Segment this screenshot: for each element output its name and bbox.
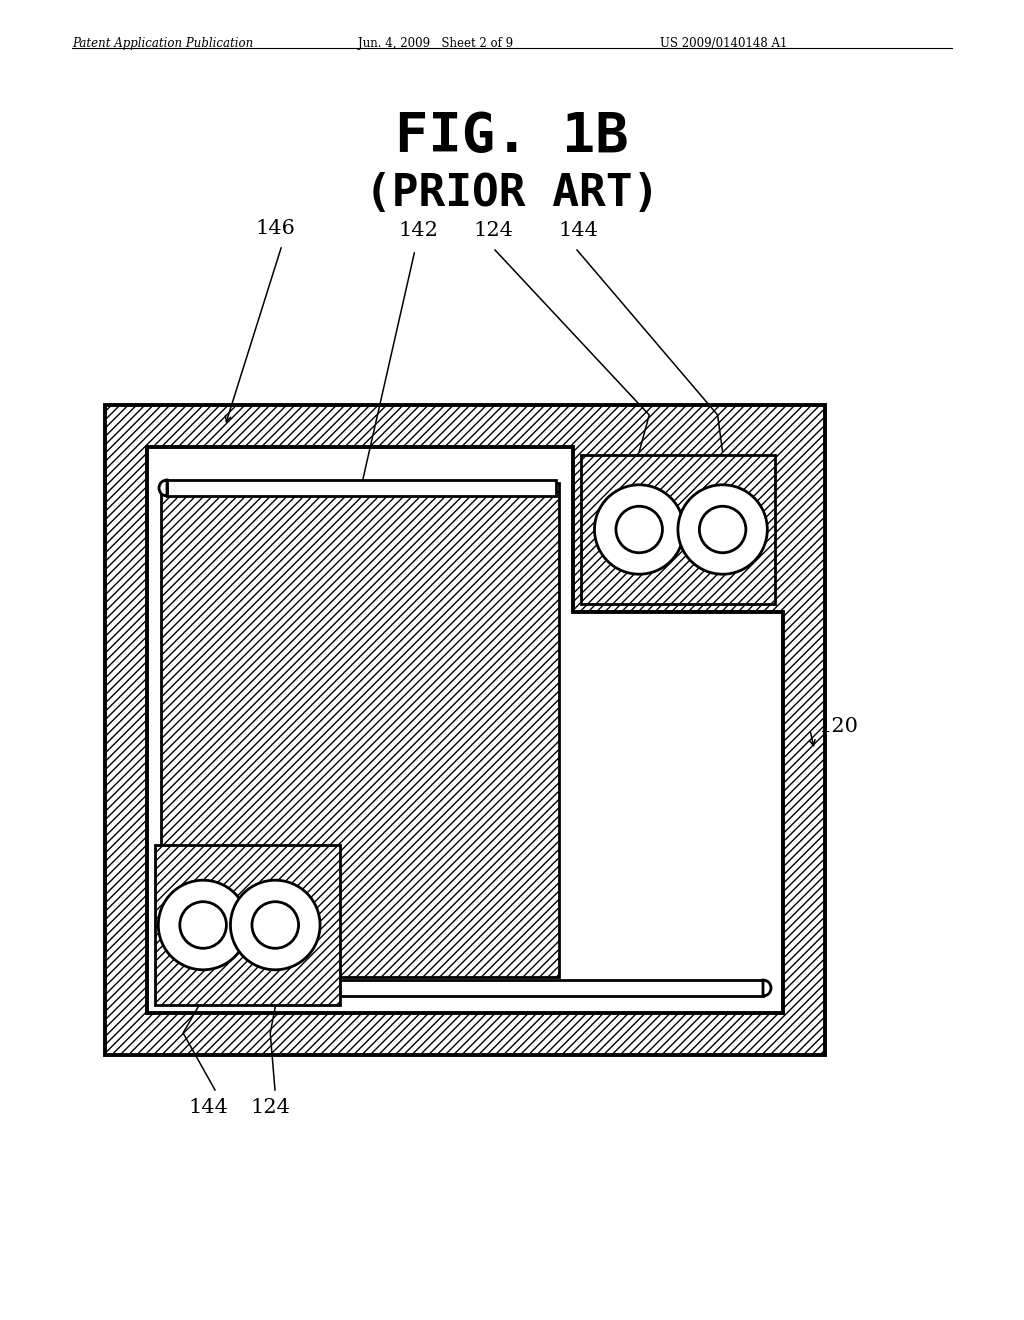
Circle shape [595,484,684,574]
Text: FIG. 1B: FIG. 1B [395,110,629,162]
Text: Patent Application Publication: Patent Application Publication [72,37,253,50]
Text: 144: 144 [188,1098,228,1117]
Text: 144: 144 [558,220,598,240]
Bar [167,480,556,496]
Circle shape [678,484,767,574]
Bar [155,845,340,1005]
Bar [581,455,775,605]
Circle shape [699,507,745,553]
Circle shape [252,902,299,948]
Circle shape [159,880,248,970]
Text: 124: 124 [473,220,513,240]
Text: Jun. 4, 2009   Sheet 2 of 9: Jun. 4, 2009 Sheet 2 of 9 [358,37,513,50]
Circle shape [230,880,321,970]
Text: 146: 146 [255,219,295,238]
Text: US 2009/0140148 A1: US 2009/0140148 A1 [660,37,787,50]
Text: 142: 142 [398,220,438,240]
Bar [105,405,825,1055]
Polygon shape [147,447,783,1012]
Circle shape [180,902,226,948]
Bar [161,483,559,977]
Bar [167,979,763,997]
Text: 120: 120 [818,717,858,735]
Text: 124: 124 [250,1098,290,1117]
Wedge shape [159,480,167,496]
Wedge shape [763,979,771,997]
Circle shape [616,507,663,553]
Text: (PRIOR ART): (PRIOR ART) [365,172,659,215]
